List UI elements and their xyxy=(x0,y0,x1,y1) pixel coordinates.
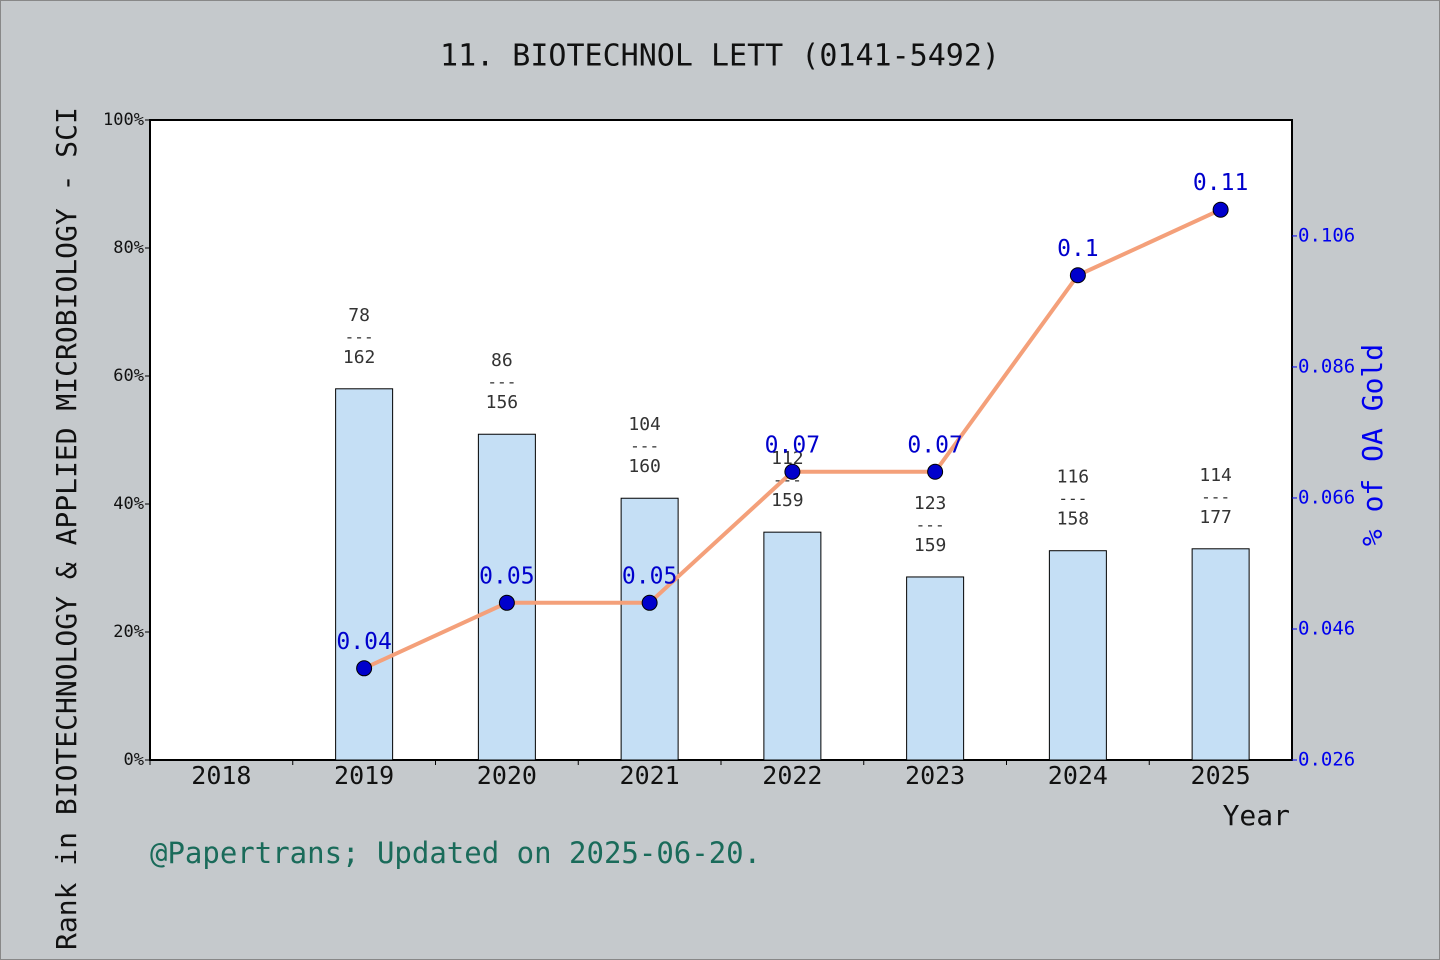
rank-label: 116 xyxy=(1057,467,1090,488)
rank-label: 123 xyxy=(914,493,947,514)
bar xyxy=(763,531,822,761)
chart-title: 11. BIOTECHNOL LETT (0141-5492) xyxy=(440,39,1000,74)
y2-tick-label: 0.046 xyxy=(1298,617,1355,639)
bar xyxy=(1048,550,1107,761)
y-tick-label: 100% xyxy=(103,110,144,130)
rank-total: 158 xyxy=(1057,509,1090,530)
y2-tick-label: 0.026 xyxy=(1298,749,1355,771)
data-label: 0.11 xyxy=(1193,170,1248,196)
rank-total: 159 xyxy=(771,490,804,511)
x-tick-label: 2025 xyxy=(1191,761,1251,790)
bar xyxy=(620,497,679,761)
plot-area xyxy=(149,119,1293,761)
line-marker xyxy=(784,463,801,480)
bar xyxy=(906,576,965,761)
line-marker xyxy=(641,594,658,611)
data-label: 0.1 xyxy=(1057,236,1099,262)
rank-separator: --- xyxy=(1058,489,1087,508)
y2-tick-label: 0.066 xyxy=(1298,486,1355,508)
rank-separator: --- xyxy=(630,437,659,456)
rank-separator: --- xyxy=(916,515,945,534)
bar xyxy=(335,388,394,761)
x-tick-label: 2022 xyxy=(762,761,822,790)
y-tick-label: 20% xyxy=(113,622,144,642)
line-marker xyxy=(1069,267,1086,284)
y-tick-label: 60% xyxy=(113,366,144,386)
rank-label: 114 xyxy=(1199,465,1232,486)
rank-total: 156 xyxy=(486,392,519,413)
y2-tick-label: 0.106 xyxy=(1298,224,1355,246)
rank-separator: --- xyxy=(345,327,374,346)
line-marker xyxy=(356,660,373,677)
y-tick-label: 80% xyxy=(113,238,144,258)
data-label: 0.05 xyxy=(622,563,677,589)
rank-total: 162 xyxy=(343,347,376,368)
rank-separator: --- xyxy=(1201,487,1230,506)
rank-separator: --- xyxy=(487,373,516,392)
data-label: 0.07 xyxy=(765,432,820,458)
rank-label: 86 xyxy=(491,350,513,371)
y-tick-label: 0% xyxy=(124,750,144,770)
x-tick-label: 2024 xyxy=(1048,761,1108,790)
rank-total: 160 xyxy=(628,456,661,477)
x-axis-label: Year xyxy=(1223,799,1290,832)
x-tick-label: 2020 xyxy=(477,761,537,790)
rank-label: 112 xyxy=(771,448,804,469)
data-label: 0.05 xyxy=(479,563,534,589)
y-axis-label: Rank in BIOTECHNOLOGY & APPLIED MICROBIO… xyxy=(50,107,83,950)
line-marker xyxy=(498,594,515,611)
x-tick-label: 2021 xyxy=(620,761,680,790)
rank-label: 78 xyxy=(348,305,370,326)
line-marker xyxy=(927,463,944,480)
data-label: 0.07 xyxy=(907,432,962,458)
x-tick-label: 2019 xyxy=(334,761,394,790)
footer: @Papertrans; Updated on 2025-06-20. xyxy=(150,836,761,870)
y2-tick-label: 0.086 xyxy=(1298,355,1355,377)
line-marker xyxy=(1212,201,1229,218)
y2-axis-label: % of OA Gold xyxy=(1356,344,1389,546)
x-tick-label: 2018 xyxy=(191,761,251,790)
bar xyxy=(1191,548,1250,761)
x-tick-label: 2023 xyxy=(905,761,965,790)
rank-total: 159 xyxy=(914,535,947,556)
y-tick-label: 40% xyxy=(113,494,144,514)
rank-total: 177 xyxy=(1199,507,1232,528)
rank-label: 104 xyxy=(628,414,661,435)
data-label: 0.04 xyxy=(336,629,391,655)
